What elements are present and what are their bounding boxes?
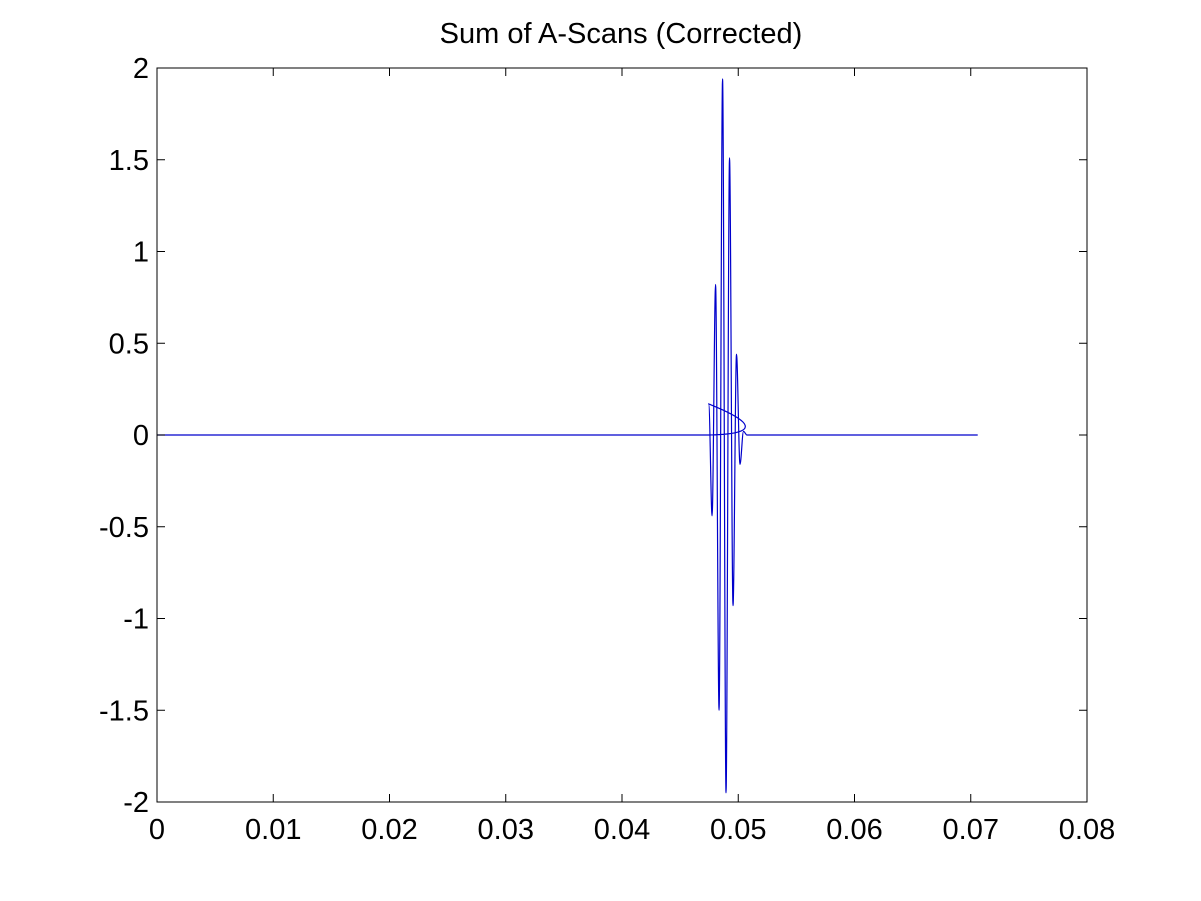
x-tick-label: 0.07 [943, 814, 999, 846]
y-tick-label: 0.5 [109, 328, 149, 360]
x-tick-label: 0.05 [710, 814, 766, 846]
x-tick-label: 0.01 [245, 814, 301, 846]
y-tick-label: 1 [133, 237, 149, 269]
chart-title: Sum of A-Scans (Corrected) [440, 18, 803, 50]
y-tick-label: -1 [123, 604, 149, 636]
x-tick-label: 0.04 [594, 814, 650, 846]
y-tick-label: -0.5 [99, 512, 149, 544]
x-tick-label: 0.03 [478, 814, 534, 846]
y-tick-label: 2 [133, 53, 149, 85]
x-tick-label: 0.06 [826, 814, 882, 846]
series-line-0 [157, 78, 978, 794]
y-tick-label: -1.5 [99, 695, 149, 727]
y-tick-label: 1.5 [109, 145, 149, 177]
y-tick-label: -2 [123, 787, 149, 819]
y-tick-label: 0 [133, 420, 149, 452]
x-tick-label: 0.02 [361, 814, 417, 846]
x-tick-label: 0 [149, 814, 165, 846]
x-tick-label: 0.08 [1059, 814, 1115, 846]
